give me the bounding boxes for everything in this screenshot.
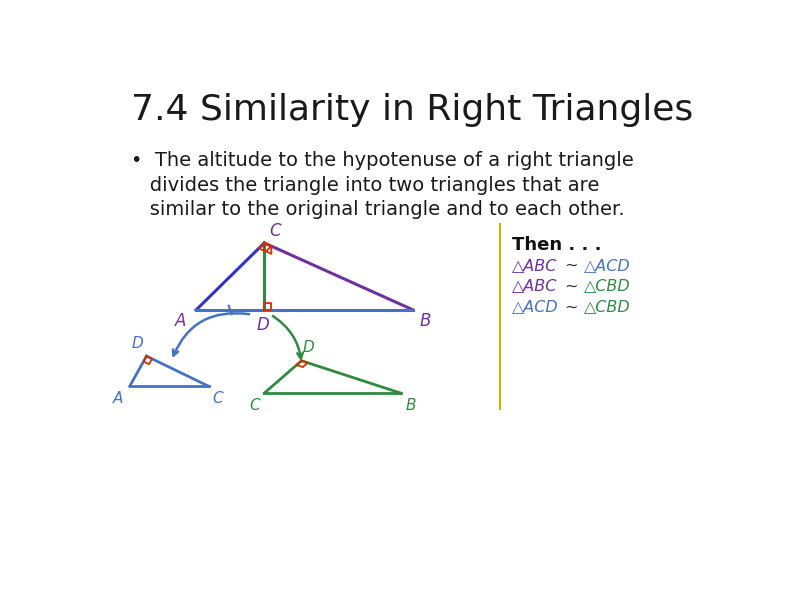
- Text: D: D: [256, 316, 269, 334]
- Text: D: D: [303, 340, 315, 355]
- Text: B: B: [406, 398, 416, 413]
- Text: Then . . .: Then . . .: [512, 236, 602, 254]
- Text: C: C: [249, 398, 260, 413]
- Text: C: C: [269, 222, 281, 240]
- Text: ~: ~: [565, 258, 578, 273]
- Text: A: A: [113, 391, 123, 406]
- Text: △CBD: △CBD: [584, 278, 630, 293]
- Text: C: C: [212, 391, 223, 406]
- Text: •  The altitude to the hypotenuse of a right triangle: • The altitude to the hypotenuse of a ri…: [131, 151, 634, 170]
- Text: divides the triangle into two triangles that are: divides the triangle into two triangles …: [131, 176, 599, 195]
- Text: 7.4 Similarity in Right Triangles: 7.4 Similarity in Right Triangles: [131, 93, 694, 127]
- Text: △ACD: △ACD: [512, 299, 559, 314]
- Text: ~: ~: [565, 299, 578, 314]
- Text: △ABC: △ABC: [512, 258, 558, 273]
- Text: similar to the original triangle and to each other.: similar to the original triangle and to …: [131, 200, 625, 220]
- Text: B: B: [419, 312, 430, 330]
- Text: ~: ~: [565, 278, 578, 293]
- Text: △ABC: △ABC: [512, 278, 558, 293]
- Text: △ACD: △ACD: [584, 258, 630, 273]
- Text: △CBD: △CBD: [584, 299, 630, 314]
- Text: D: D: [132, 336, 143, 351]
- Text: A: A: [174, 312, 186, 330]
